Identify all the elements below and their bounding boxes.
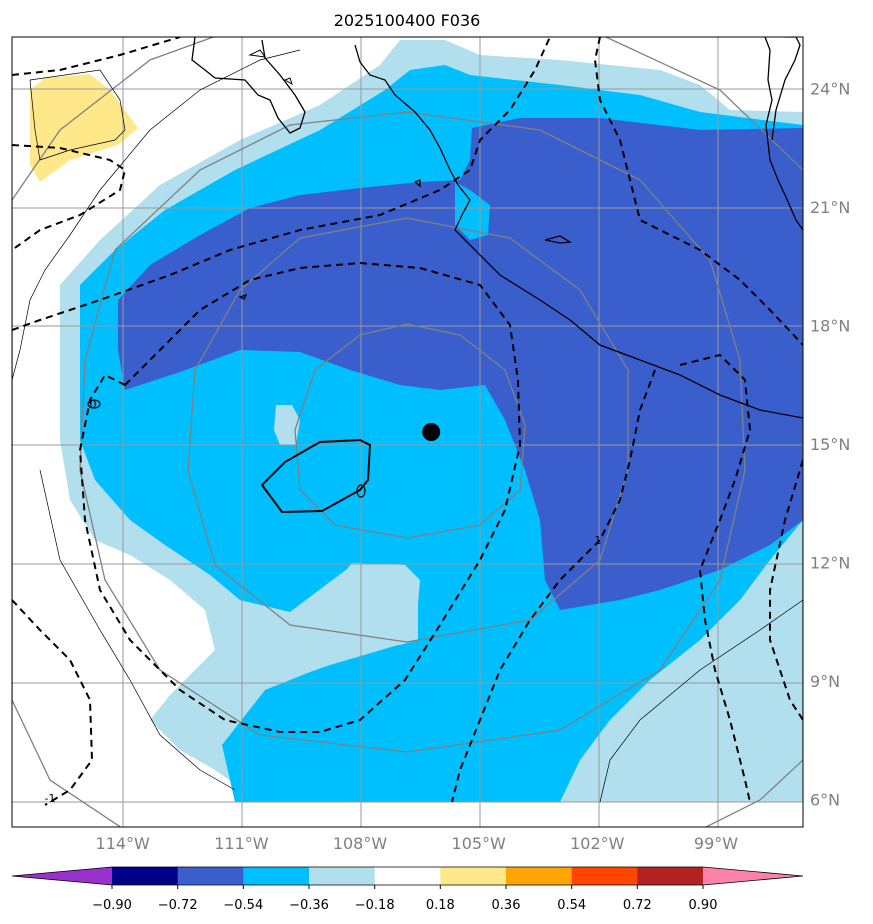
shade-light-blue-small (274, 405, 300, 445)
colorbar-tick-label: −0.72 (158, 898, 198, 913)
colorbar-tick-label: 0.54 (557, 898, 586, 913)
lon-tick-label: 105°W (452, 834, 507, 853)
coastlines (12, 37, 803, 803)
colorbar-tick-label: 0.90 (689, 898, 718, 913)
colorbar-segment (571, 867, 638, 885)
lon-tick-label: 108°W (333, 834, 388, 853)
colorbar-tick-label: −0.90 (92, 898, 132, 913)
contour-label-marker (356, 484, 366, 498)
colorbar-segment (309, 867, 376, 885)
colorbar-tick-label: −0.54 (223, 898, 263, 913)
lat-tick-label: 21°N (810, 198, 850, 217)
shade-royal-blue-gap (455, 182, 490, 240)
lat-tick-label: 18°N (810, 316, 850, 335)
solid-contour (260, 438, 372, 514)
lat-tick-label: 9°N (810, 672, 840, 691)
lat-gridlines (12, 88, 803, 803)
lat-tick-label: 24°N (810, 79, 850, 98)
shade-royal-blue (118, 118, 803, 610)
storm-center-marker (422, 423, 441, 441)
chart-title: 2025100400 F036 (334, 11, 481, 30)
colorbar-segment (374, 867, 441, 885)
lat-tick-label: 12°N (810, 553, 850, 572)
dashed-contours (12, 37, 803, 806)
colorbar-segment (177, 867, 244, 885)
shade-light-blue-inner (300, 563, 418, 645)
shade-yellow (30, 74, 138, 182)
colorbar-extend-low (12, 867, 112, 885)
map-plot-area (12, 37, 803, 827)
contour-zero-marker (87, 399, 101, 409)
lat-tick-labels: 6°N 9°N 12°N 15°N 18°N 21°N 24°N (810, 79, 850, 809)
colorbar-tick-label: 0.18 (426, 898, 455, 913)
colorbar-extend-high (703, 867, 803, 885)
contour-value-label: -1 (45, 792, 56, 805)
lon-tick-label: 102°W (570, 834, 625, 853)
colorbar-segment (637, 867, 704, 885)
lat-tick-label: 15°N (810, 435, 850, 454)
colorbar-segment (506, 867, 573, 885)
colorbar-tick-label: 0.72 (623, 898, 652, 913)
lon-tick-label: 99°W (694, 834, 738, 853)
plot-frame (11, 36, 804, 828)
colorbar-tick-label: −0.18 (355, 898, 395, 913)
colorbar-segment (440, 867, 507, 885)
lon-tick-labels: 114°W 111°W 108°W 105°W 102°W 99°W (96, 834, 739, 853)
colorbar-tick-label: −0.36 (289, 898, 329, 913)
lon-tick-label: 114°W (96, 834, 151, 853)
lon-gridlines (122, 37, 719, 827)
colorbar-tick-label: 0.36 (492, 898, 521, 913)
range-rings (12, 37, 803, 827)
contour-value-label: 0 (90, 398, 97, 411)
lon-tick-label: 111°W (214, 834, 269, 853)
colorbar-segment (243, 867, 310, 885)
colorbar: −0.90 −0.72 −0.54 −0.36 −0.18 0.18 0.36 0.54 0.7… (11, 866, 804, 913)
contour-value-label: 1 (595, 534, 602, 547)
colorbar-segment (112, 867, 179, 885)
lat-tick-label: 6°N (810, 790, 840, 809)
